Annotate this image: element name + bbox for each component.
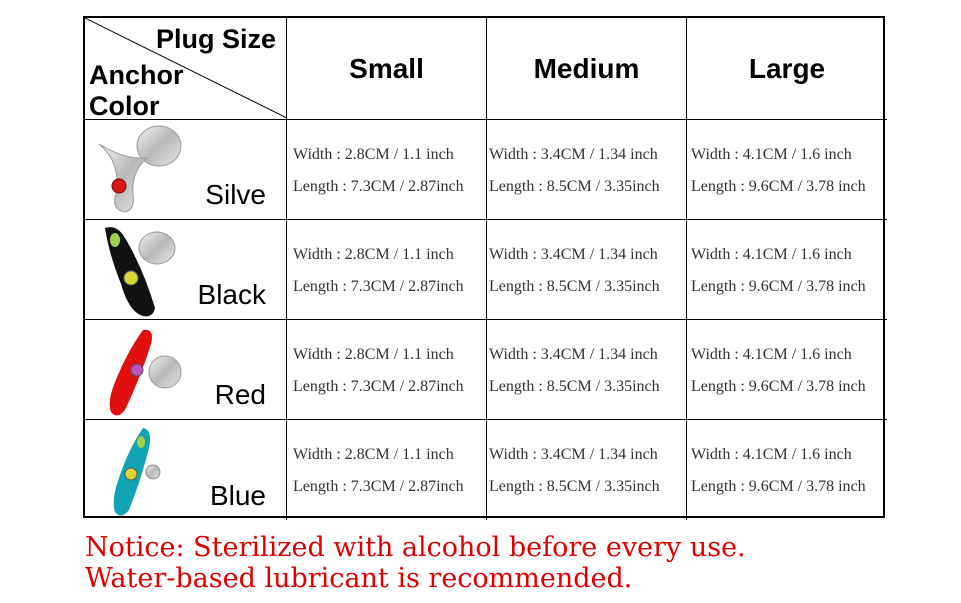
row-color-blue: Blue — [85, 420, 287, 520]
width-value: Width : 3.4CM / 1.34 inch — [489, 446, 658, 463]
color-name-blue: Blue — [209, 480, 266, 511]
size-chart-table: Plug Size Anchor Color Small Medium Larg… — [83, 16, 887, 520]
black-plug-image — [105, 227, 176, 317]
size-cell-silver-medium: Width : 3.4CM / 1.34 inch Length : 8.5CM… — [487, 120, 687, 220]
size-cell-black-small: Width : 2.8CM / 1.1 inch Length : 7.3CM … — [287, 220, 487, 320]
size-cell-red-medium: Width : 3.4CM / 1.34 inch Length : 8.5CM… — [487, 320, 687, 420]
width-value: Width : 4.1CM / 1.6 inch — [691, 146, 852, 163]
length-value: Length : 9.6CM / 3.78 inch — [691, 278, 866, 295]
width-value: Width : 2.8CM / 1.1 inch — [293, 146, 454, 163]
anchor-color-label: Anchor Color — [89, 60, 184, 120]
notice-text: Notice: Sterilized with alcohol before e… — [85, 532, 746, 594]
notice-line-2: Water-based lubricant is recommended. — [85, 563, 633, 594]
width-value: Width : 4.1CM / 1.6 inch — [691, 246, 852, 263]
width-value: Width : 3.4CM / 1.34 inch — [489, 146, 658, 163]
length-value: Length : 8.5CM / 3.35inch — [489, 178, 660, 195]
column-header-medium: Medium — [487, 18, 687, 120]
length-value: Length : 7.3CM / 2.87inch — [293, 378, 464, 395]
color-name-silver: Silve — [205, 179, 266, 210]
size-cell-red-small: Width : 2.8CM / 1.1 inch Length : 7.3CM … — [287, 320, 487, 420]
red-plug-image — [109, 329, 182, 416]
length-value: Length : 7.3CM / 2.87inch — [293, 178, 464, 195]
row-color-red: Red — [85, 320, 287, 420]
size-cell-silver-small: Width : 2.8CM / 1.1 inch Length : 7.3CM … — [287, 120, 487, 220]
length-value: Length : 9.6CM / 3.78 inch — [691, 378, 866, 395]
length-value: Length : 9.6CM / 3.78 inch — [691, 178, 866, 195]
length-value: Length : 7.3CM / 2.87inch — [293, 278, 464, 295]
width-value: Width : 4.1CM / 1.6 inch — [691, 346, 852, 363]
length-value: Length : 8.5CM / 3.35inch — [489, 278, 660, 295]
corner-header-cell: Plug Size Anchor Color — [85, 18, 287, 120]
size-cell-black-medium: Width : 3.4CM / 1.34 inch Length : 8.5CM… — [487, 220, 687, 320]
row-color-black: Black — [85, 220, 287, 320]
column-header-small: Small — [287, 18, 487, 120]
size-cell-red-large: Width : 4.1CM / 1.6 inch Length : 9.6CM … — [687, 320, 887, 420]
size-cell-silver-large: Width : 4.1CM / 1.6 inch Length : 9.6CM … — [687, 120, 887, 220]
width-value: Width : 2.8CM / 1.1 inch — [293, 346, 454, 363]
color-name-black: Black — [197, 279, 266, 310]
width-value: Width : 4.1CM / 1.6 inch — [691, 446, 852, 463]
row-color-silver: Silve — [85, 120, 287, 220]
width-value: Width : 2.8CM / 1.1 inch — [293, 246, 454, 263]
notice-line-1: Notice: Sterilized with alcohol before e… — [85, 532, 746, 563]
plug-size-label: Plug Size — [155, 24, 276, 54]
width-value: Width : 3.4CM / 1.34 inch — [489, 246, 658, 263]
column-header-large: Large — [687, 18, 887, 120]
length-value: Length : 8.5CM / 3.35inch — [489, 378, 660, 395]
length-value: Length : 8.5CM / 3.35inch — [489, 478, 660, 495]
diagonal-divider — [85, 18, 286, 119]
length-value: Length : 7.3CM / 2.87inch — [293, 478, 464, 495]
size-cell-black-large: Width : 4.1CM / 1.6 inch Length : 9.6CM … — [687, 220, 887, 320]
size-cell-blue-large: Width : 4.1CM / 1.6 inch Length : 9.6CM … — [687, 420, 887, 520]
silver-plug-image — [98, 125, 182, 213]
width-value: Width : 3.4CM / 1.34 inch — [489, 346, 658, 363]
size-cell-blue-medium: Width : 3.4CM / 1.34 inch Length : 8.5CM… — [487, 420, 687, 520]
length-value: Length : 9.6CM / 3.78 inch — [691, 478, 866, 495]
blue-plug-image — [113, 428, 161, 516]
color-name-red: Red — [214, 379, 266, 410]
width-value: Width : 2.8CM / 1.1 inch — [293, 446, 454, 463]
size-cell-blue-small: Width : 2.8CM / 1.1 inch Length : 7.3CM … — [287, 420, 487, 520]
